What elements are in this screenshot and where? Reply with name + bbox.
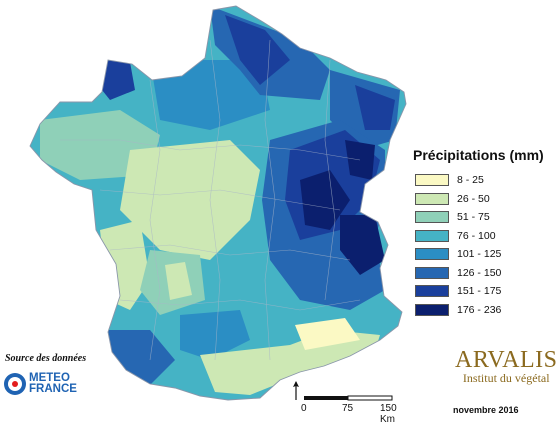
arvalis-subtitle: Institut du végétal	[462, 371, 550, 385]
map-date: novembre 2016	[453, 405, 519, 415]
zone-151-175	[225, 15, 290, 85]
meteo-line-1: METEO	[29, 372, 70, 384]
scale-bar: 0 75 150 Km	[292, 380, 412, 425]
legend-item: 176 - 236	[413, 301, 558, 320]
legend-item: 26 - 50	[413, 190, 558, 209]
legend-label: 101 - 125	[457, 248, 502, 261]
zone-26-50	[200, 330, 380, 395]
legend-label: 51 - 75	[457, 211, 490, 224]
legend-item: 8 - 25	[413, 171, 558, 190]
scale-tick-150: 150 Km	[380, 403, 397, 425]
legend-rows: 8 - 25 26 - 50 51 - 75 76 - 100 101 - 125 126…	[413, 171, 558, 319]
zone-101-125	[180, 310, 250, 360]
zone-151-175	[98, 60, 135, 100]
legend-swatch	[415, 266, 449, 279]
legend-swatch	[415, 303, 449, 316]
source-block: Source des données	[5, 353, 86, 364]
legend-swatch	[415, 192, 449, 205]
scale-bar-graphic	[293, 381, 393, 401]
zone-176-236	[340, 215, 385, 275]
legend-label: 176 - 236	[457, 303, 502, 316]
legend-label: 8 - 25	[457, 174, 484, 187]
north-arrow-icon	[293, 381, 299, 400]
department-boundaries	[60, 39, 361, 361]
arvalis-logo: ARVALIS Institut du végétal	[455, 347, 558, 386]
legend-label: 26 - 50	[457, 192, 490, 205]
meteo-france-icon	[4, 373, 26, 395]
legend-label: 126 - 150	[457, 266, 502, 279]
legend-item: 51 - 75	[413, 208, 558, 227]
legend-item: 76 - 100	[413, 227, 558, 246]
arvalis-name: ARVALIS	[455, 347, 558, 373]
legend-swatch	[415, 285, 449, 298]
france-outline	[29, 5, 407, 401]
legend-title: Précipitations (mm)	[413, 147, 544, 163]
scale-tick-0: 0	[301, 403, 307, 414]
zone-101-125	[150, 60, 270, 130]
meteo-france-text: METEO FRANCE	[29, 372, 77, 395]
scale-segment-1	[304, 396, 348, 400]
zone-151-175	[355, 85, 395, 130]
zone-26-50	[165, 262, 192, 300]
legend-label: 151 - 175	[457, 285, 502, 298]
legend: Précipitations (mm) 8 - 25 26 - 50 51 - 75…	[413, 147, 558, 319]
scale-segment-2	[347, 395, 393, 401]
zone-26-50	[120, 140, 260, 260]
legend-swatch	[415, 229, 449, 242]
legend-item: 126 - 150	[413, 264, 558, 283]
legend-item: 101 - 125	[413, 245, 558, 264]
source-label: Source des données	[5, 353, 87, 364]
legend-label: 76 - 100	[457, 229, 496, 242]
legend-swatch	[415, 174, 449, 187]
scale-tick-75: 75	[342, 403, 354, 414]
meteo-line-2: FRANCE	[29, 383, 77, 395]
zone-176-236	[300, 170, 350, 230]
meteo-france-logo: METEO FRANCE	[4, 372, 77, 395]
legend-item: 151 - 175	[413, 282, 558, 301]
zone-8-25	[295, 318, 360, 350]
legend-swatch	[415, 211, 449, 224]
legend-swatch	[415, 248, 449, 261]
